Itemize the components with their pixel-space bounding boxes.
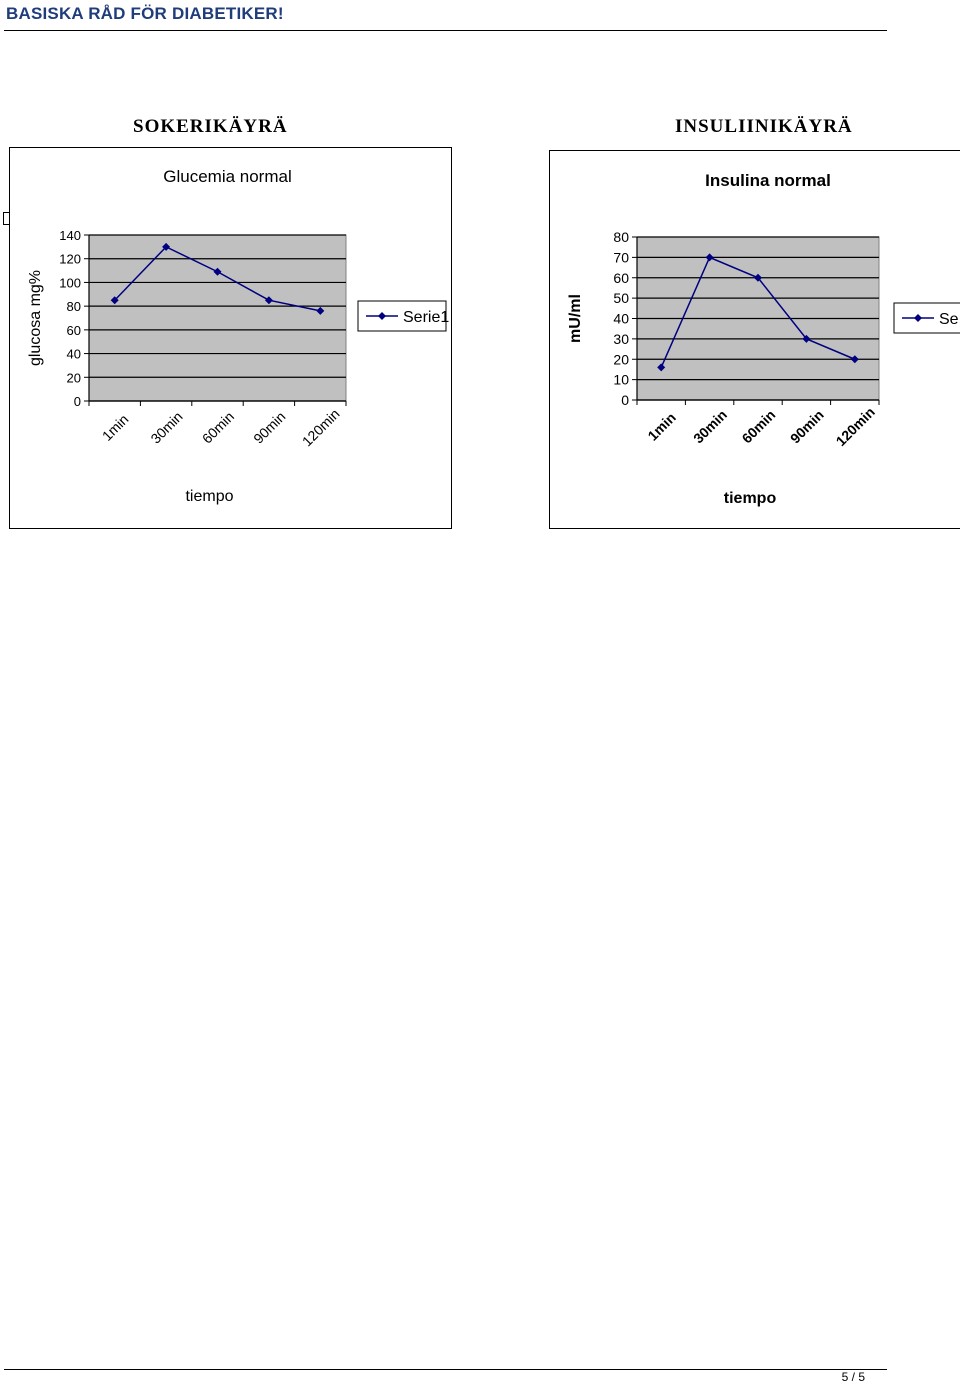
y-tick-label: 40 [613,311,629,327]
data-point [657,363,666,372]
stray-bracket-mark [3,212,10,225]
footer-rule [4,1369,887,1370]
heading-insulin-curve: INSULIINIKÄYRÄ [675,116,853,137]
y-tick-label: 30 [613,331,629,347]
header-rule [4,30,887,31]
x-tick-label: 1min [644,409,678,443]
x-tick-label: 60min [199,408,237,446]
y-tick-label: 20 [613,351,629,367]
x-tick-label: 120min [833,404,878,449]
y-tick-label: 100 [59,275,81,290]
legend-marker [378,312,386,320]
insulin-chart: Insulina normal 0 10 20 30 40 50 60 70 80 1min 30mi… [567,171,960,507]
y-tick-label: 140 [59,228,81,243]
data-point [316,306,325,315]
data-point [850,355,859,364]
x-tick-label: 60min [738,406,778,446]
chart-title: Insulina normal [705,171,831,190]
y-tick-label: 60 [67,323,81,338]
page-number: 5 / 5 [841,1370,865,1384]
data-point [754,273,762,282]
data-point [110,296,119,305]
y-tick-label: 120 [59,252,81,267]
x-axis-label: tiempo [185,488,233,505]
x-axis-label: tiempo [724,490,777,507]
glucose-chart-frame: Glucemia normal 0 20 40 60 80 100 120 140 1min 30m… [9,147,452,529]
x-tick-label: 90min [250,408,288,446]
x-tick-label: 30min [147,408,185,446]
y-axis-label: mU/ml [567,294,584,343]
y-tick-label: 40 [67,347,81,362]
glucose-chart: Glucemia normal 0 20 40 60 80 100 120 140 1min 30m… [27,167,449,505]
plot-area [88,234,347,402]
y-tick-label: 60 [613,270,629,286]
legend-label: Serie1 [403,309,449,326]
y-tick-label: 70 [613,249,629,265]
y-tick-label: 10 [613,372,629,388]
y-tick-label: 80 [613,229,629,245]
x-tick-label: 90min [787,406,827,446]
legend-marker [914,314,922,322]
legend-label: Se [939,311,959,328]
x-tick-label: 1min [99,411,132,444]
y-tick-label: 80 [67,299,81,314]
data-point [264,296,273,305]
x-tick-label: 30min [690,406,730,446]
heading-sugar-curve: SOKERIKÄYRÄ [133,116,288,137]
y-tick-label: 0 [74,394,81,409]
data-point [802,334,811,343]
document-header-title: BASISKA RÅD FÖR DIABETIKER! [6,4,284,23]
data-point [705,253,714,262]
data-point [162,242,171,251]
y-tick-label: 50 [613,290,629,306]
y-tick-label: 0 [621,392,629,408]
y-axis-label: glucosa mg% [27,270,44,366]
data-point [213,267,222,276]
y-tick-label: 20 [67,370,81,385]
chart-title: Glucemia normal [163,167,292,186]
insulin-chart-frame: Insulina normal 0 10 20 30 40 50 60 70 80 1min 30mi… [549,150,960,529]
x-tick-label: 120min [299,406,343,450]
